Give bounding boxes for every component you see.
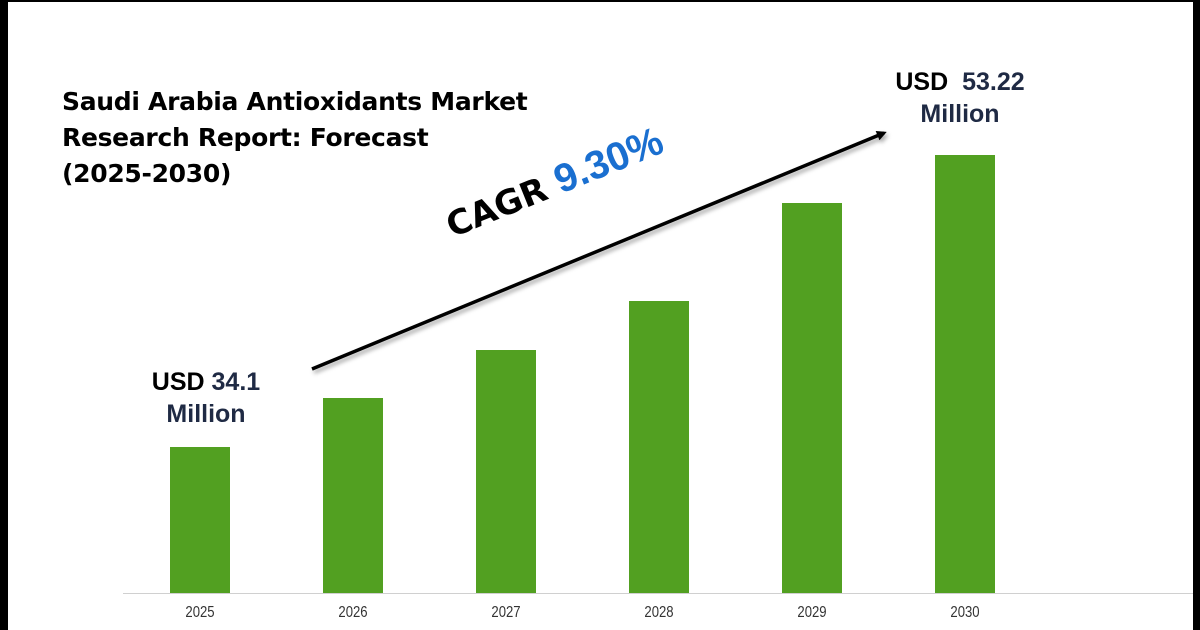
x-tick-label: 2028	[644, 604, 674, 621]
start-value-callout: USD 34.1 Million	[136, 366, 276, 430]
bar-2030	[935, 155, 995, 593]
title-line-3: (2025-2030)	[62, 159, 232, 188]
start-value: 34.1	[211, 368, 261, 396]
end-value: 53.22	[962, 68, 1025, 96]
start-unit: Million	[166, 400, 246, 428]
bar-2025	[170, 447, 230, 593]
bar-2028	[629, 301, 689, 593]
chart-title: Saudi Arabia Antioxidants Market Researc…	[62, 84, 582, 192]
end-currency: USD	[895, 68, 949, 96]
x-tick-label: 2027	[491, 604, 521, 621]
x-axis-line	[123, 593, 1193, 594]
x-tick-label: 2026	[338, 604, 368, 621]
bar-2026	[323, 398, 383, 593]
title-line-1: Saudi Arabia Antioxidants Market	[62, 87, 528, 116]
title-line-2: Research Report: Forecast	[62, 123, 429, 152]
bar-2029	[782, 203, 842, 593]
start-currency: USD	[151, 368, 205, 396]
bar-2027	[476, 350, 536, 593]
chart-canvas: Saudi Arabia Antioxidants Market Researc…	[8, 2, 1193, 630]
end-value-callout: USD 53.22 Million	[880, 66, 1040, 130]
x-tick-label: 2029	[797, 604, 827, 621]
x-tick-label: 2025	[185, 604, 215, 621]
end-unit: Million	[920, 100, 1000, 128]
x-tick-label: 2030	[950, 604, 980, 621]
